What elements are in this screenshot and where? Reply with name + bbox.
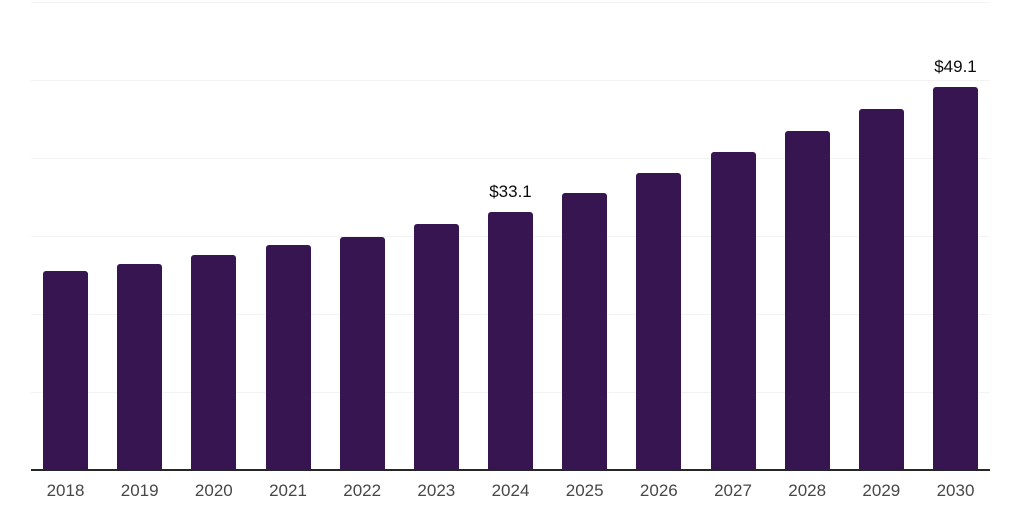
bar-2025 <box>562 193 608 470</box>
x-tick-label-2020: 2020 <box>194 481 233 500</box>
x-tick-label-2027: 2027 <box>714 481 752 500</box>
x-tick-label-2024: 2024 <box>491 481 530 500</box>
x-tick-label-2025: 2025 <box>565 481 604 500</box>
bar-2020 <box>191 255 237 470</box>
bar-2026 <box>636 173 682 470</box>
x-axis-line <box>31 469 990 471</box>
gridline-y60 <box>31 2 990 3</box>
x-tick-label-2021: 2021 <box>269 481 307 500</box>
x-tick-label-2026: 2026 <box>639 481 678 500</box>
bar-2023 <box>413 224 459 470</box>
bar-2027 <box>710 152 756 470</box>
x-tick-label-2023: 2023 <box>417 481 456 500</box>
gridline-y50 <box>31 80 990 81</box>
bar-2029 <box>858 109 904 470</box>
bar-2022 <box>339 237 385 470</box>
bar-2030 <box>933 87 978 470</box>
x-tick-label-2018: 2018 <box>46 481 85 500</box>
gridline-y40 <box>31 158 990 159</box>
x-tick-label-2019: 2019 <box>120 481 159 500</box>
bar-2024 <box>488 212 533 470</box>
bar-2021 <box>265 245 311 470</box>
x-tick-label-2028: 2028 <box>788 481 827 500</box>
bar-2018 <box>43 271 88 470</box>
x-tick-label-2029: 2029 <box>862 481 901 500</box>
bar-value-label-2030: $49.1 <box>934 57 977 76</box>
bar-2019 <box>117 264 163 470</box>
bar-value-label-2024: $33.1 <box>489 182 532 201</box>
x-tick-label-2022: 2022 <box>343 481 382 500</box>
bar-2028 <box>784 131 830 470</box>
x-tick-label-2030: 2030 <box>936 481 975 500</box>
